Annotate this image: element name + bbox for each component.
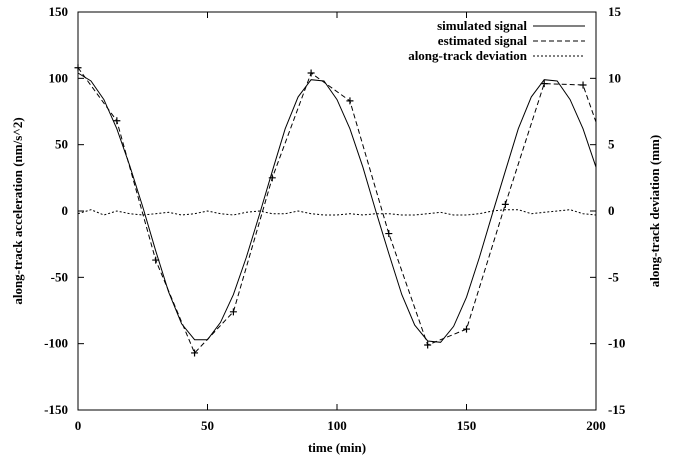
y-tick-label: 100	[49, 70, 69, 85]
x-tick-label: 200	[586, 418, 606, 433]
data-markers	[74, 64, 587, 357]
y2-tick-label: -10	[608, 336, 625, 351]
data-point-marker	[385, 230, 393, 238]
data-point-marker	[501, 200, 509, 208]
y2-tick-label: -15	[608, 402, 626, 417]
y-axis-title-left: along-track acceleration (nm/s^2)	[10, 117, 25, 304]
y-tick-label: 0	[62, 203, 69, 218]
y2-tick-label: 10	[608, 70, 621, 85]
y2-tick-label: -5	[608, 269, 619, 284]
data-point-marker	[113, 117, 121, 125]
data-point-marker	[191, 349, 199, 357]
series-line-along-track-deviation	[77, 209, 597, 216]
y-tick-label: -50	[51, 269, 68, 284]
y2-tick-label: 15	[608, 4, 622, 19]
data-point-marker	[268, 174, 276, 182]
x-tick-label: 50	[201, 418, 214, 433]
x-axis-title: time (min)	[308, 440, 366, 455]
data-point-marker	[74, 64, 82, 72]
data-point-marker	[540, 80, 548, 88]
y-tick-label: 150	[49, 4, 69, 19]
x-tick-label: 100	[327, 418, 347, 433]
data-point-marker	[424, 341, 432, 349]
y2-tick-label: 5	[608, 137, 615, 152]
plot-frame	[77, 11, 597, 411]
x-tick-label: 150	[457, 418, 477, 433]
y-tick-label: -100	[44, 336, 68, 351]
series-line-simulated-signal	[77, 72, 597, 343]
legend: simulated signal estimated signal along-…	[408, 18, 585, 63]
axis-ticks: 0 50 100 150 200-150-100-50050100150-15-10-5…	[44, 4, 626, 433]
y-tick-label: 50	[55, 137, 68, 152]
series-line-estimated-signal	[77, 67, 597, 354]
data-point-marker	[579, 81, 587, 89]
data-point-marker	[463, 325, 470, 333]
data-point-marker	[346, 97, 354, 105]
y-tick-label: -150	[44, 402, 68, 417]
y-axis-title-right: along-track deviation (mm)	[647, 135, 662, 287]
series-lines	[77, 67, 597, 354]
y2-tick-label: 0	[608, 203, 615, 218]
data-point-marker	[229, 308, 237, 316]
data-point-marker	[307, 69, 315, 77]
legend-label-simulated: simulated signal	[437, 18, 527, 33]
x-tick-label: 0	[75, 418, 82, 433]
legend-label-estimated: estimated signal	[438, 33, 528, 48]
data-point-marker	[152, 256, 160, 264]
legend-label-deviation: along-track deviation	[408, 48, 528, 63]
